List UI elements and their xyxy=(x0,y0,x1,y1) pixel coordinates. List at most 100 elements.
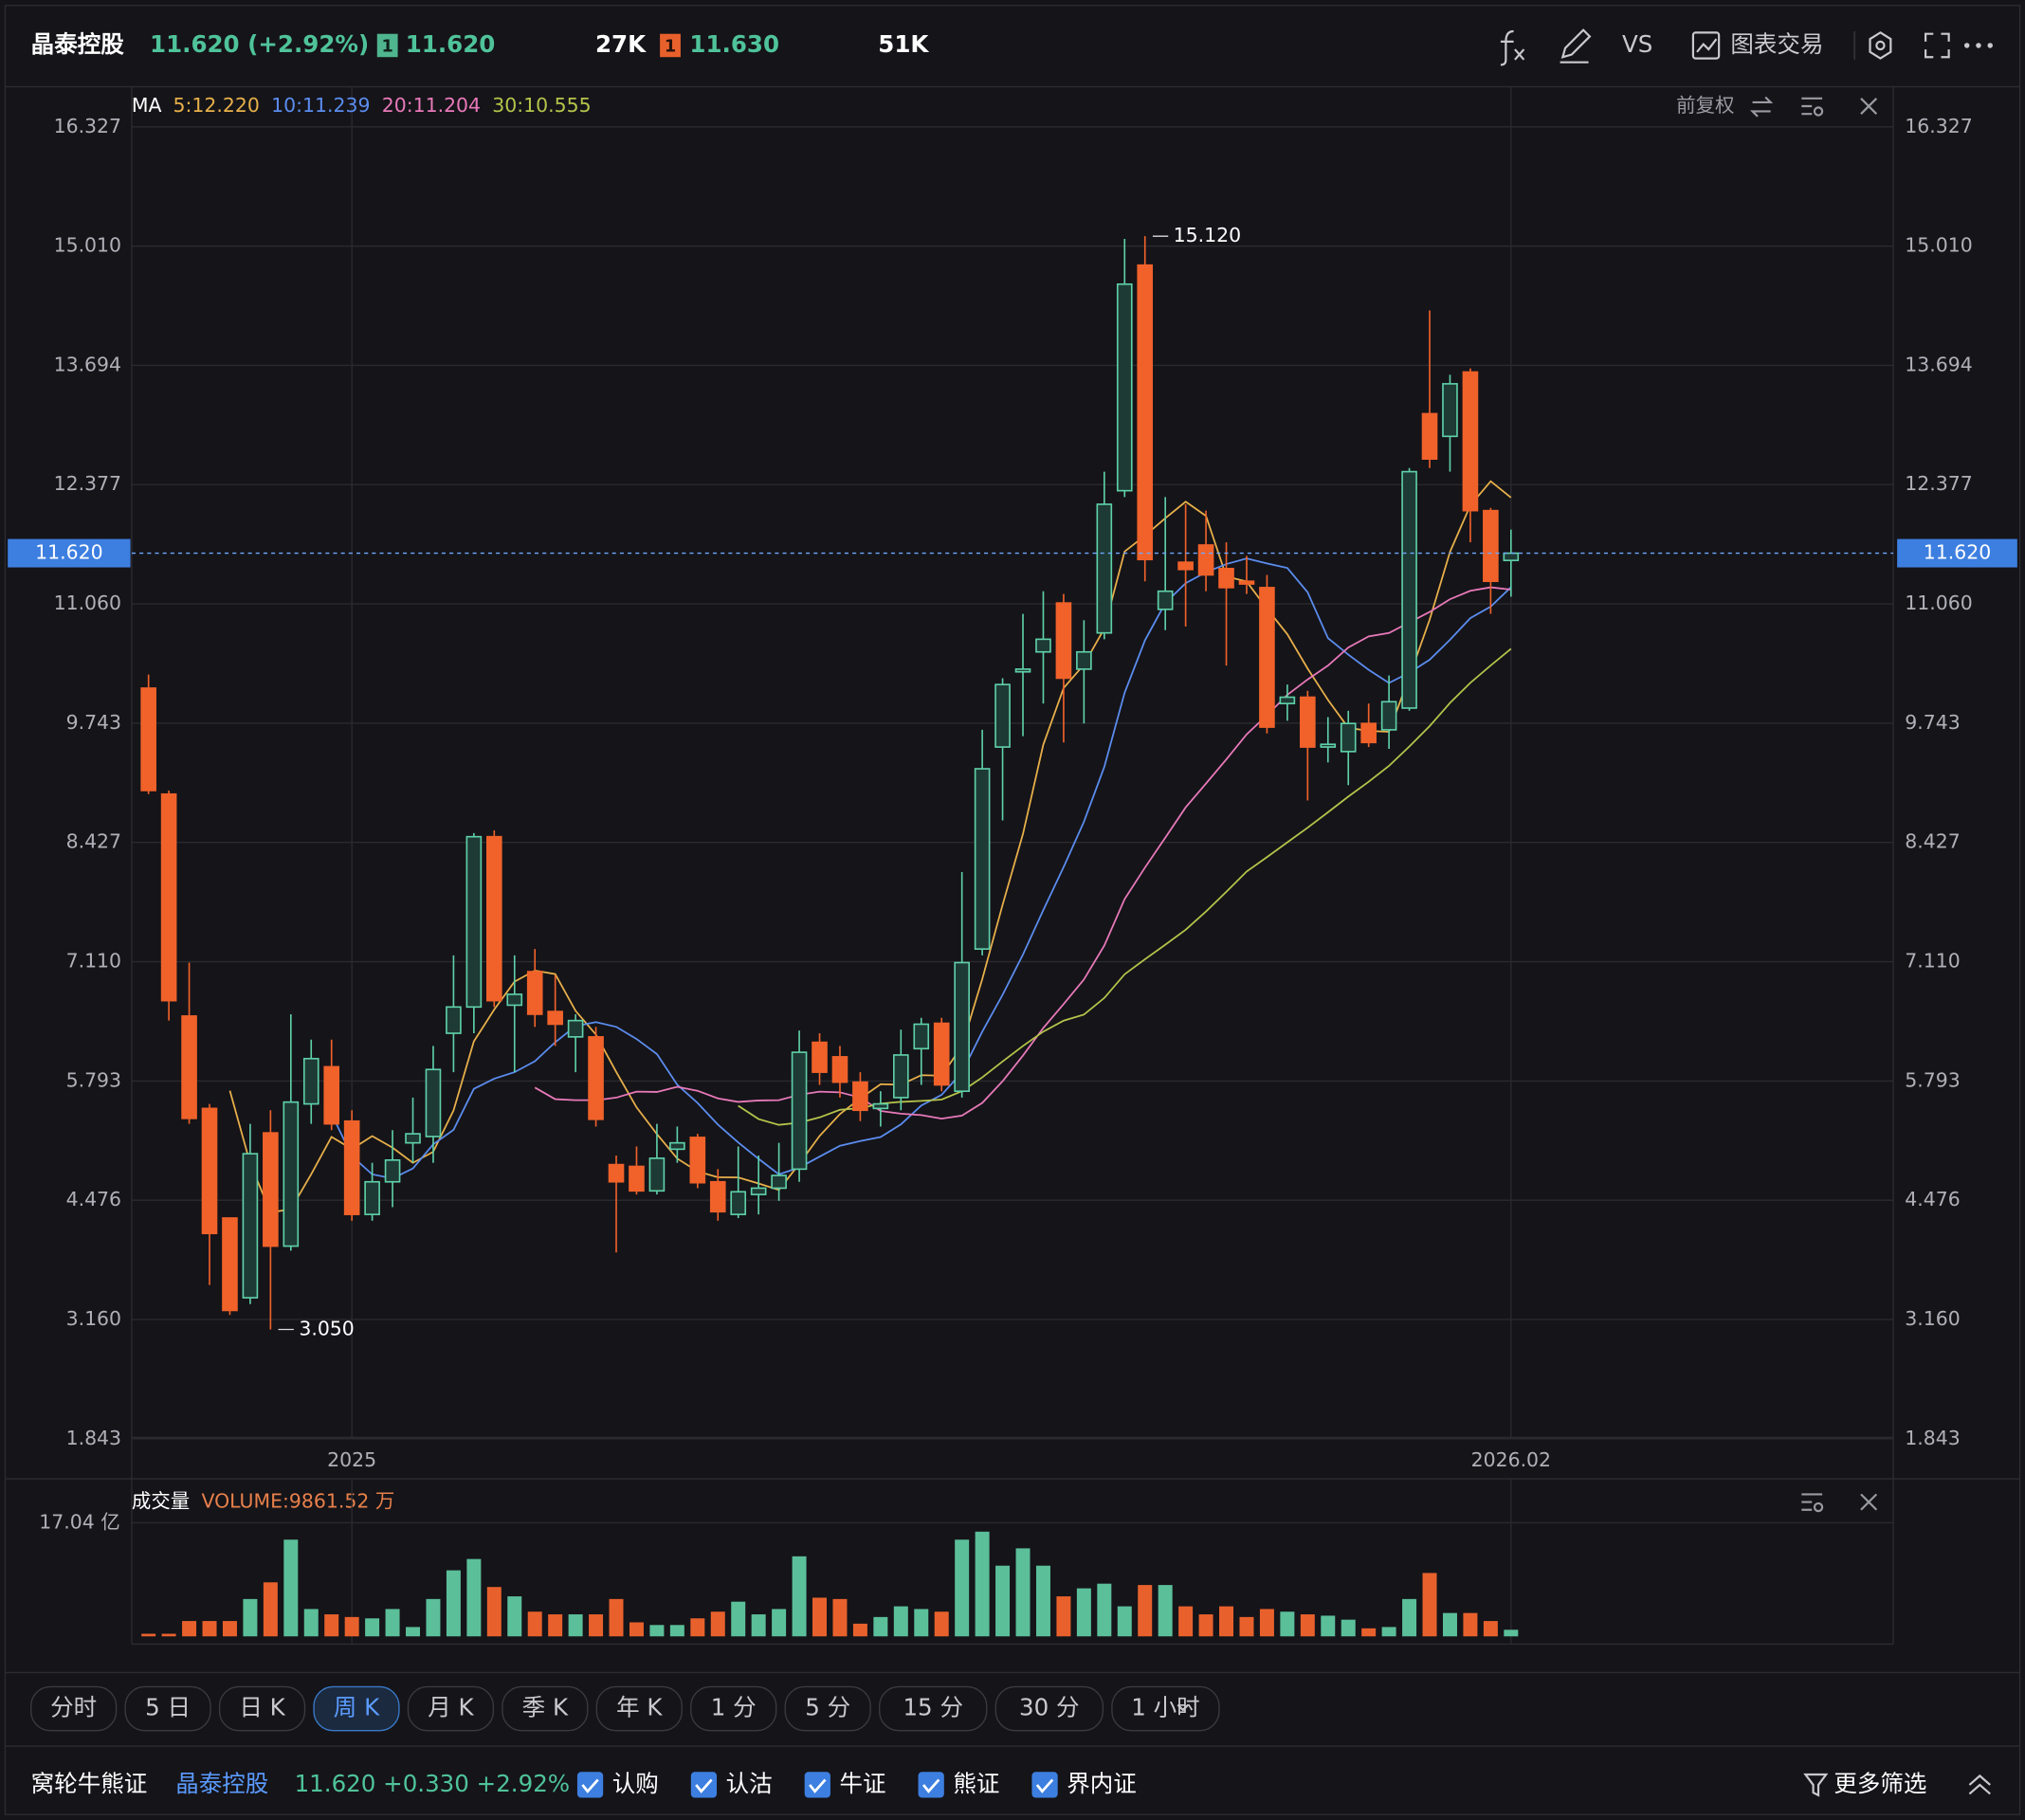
close-icon[interactable] xyxy=(1860,1493,1878,1511)
candle-body xyxy=(588,1036,604,1120)
y-tick-label: 3.160 xyxy=(66,1307,121,1330)
candle-body xyxy=(364,1180,380,1215)
ask-level: 1 xyxy=(665,37,676,56)
trade[interactable]: 图表交易 xyxy=(1730,30,1823,58)
collapse-icon[interactable] xyxy=(1968,1774,1991,1795)
candle-body xyxy=(302,1057,319,1105)
candle-body xyxy=(608,1163,625,1183)
timeframe-label[interactable]: 30 分 xyxy=(1019,1694,1080,1721)
timeframe-button[interactable] xyxy=(690,1685,777,1732)
candle-body xyxy=(812,1041,828,1073)
candle-body xyxy=(1421,412,1438,461)
timeframe-button[interactable] xyxy=(30,1685,118,1732)
checkbox[interactable] xyxy=(918,1772,944,1798)
volume-bar xyxy=(832,1598,848,1637)
more-icon[interactable] xyxy=(1963,43,1993,48)
timeframe-button[interactable] xyxy=(994,1685,1104,1732)
volume-bar xyxy=(385,1609,400,1637)
filter-icon[interactable] xyxy=(1803,1773,1829,1797)
y-tick-label: 13.694 xyxy=(54,353,121,375)
candle-body xyxy=(669,1141,685,1151)
checkbox[interactable] xyxy=(1031,1772,1058,1798)
timeframe-button[interactable] xyxy=(1111,1685,1220,1732)
filter-label[interactable]: 界内证 xyxy=(1067,1770,1137,1797)
checkbox[interactable] xyxy=(576,1772,604,1798)
candle-body xyxy=(384,1158,401,1183)
timeframe-button[interactable] xyxy=(313,1685,400,1732)
checkbox[interactable] xyxy=(690,1772,718,1798)
timeframe-button[interactable] xyxy=(218,1685,306,1732)
timeframe-label[interactable]: 分时 xyxy=(50,1694,97,1721)
filter-label[interactable]: 认购 xyxy=(612,1770,659,1797)
candle-body xyxy=(160,792,177,1002)
compare[interactable]: VS xyxy=(1622,30,1652,58)
ma-legend: 5:12.220 xyxy=(173,94,260,117)
panel-settings-icon[interactable] xyxy=(1801,97,1824,117)
volume-bar xyxy=(893,1606,908,1637)
timeframe-label[interactable]: 5 日 xyxy=(145,1694,191,1721)
y-tick-label-right: 13.694 xyxy=(1905,353,1972,375)
ma-legend: 30:10.555 xyxy=(492,94,591,117)
swap-icon[interactable] xyxy=(1749,96,1774,118)
settings-icon[interactable] xyxy=(1869,31,1892,60)
timeframe-label[interactable]: 月 K xyxy=(428,1694,474,1721)
bid-badge xyxy=(376,33,398,58)
y-tick-label-right: 7.110 xyxy=(1905,950,1960,973)
y-tick-label-right: 16.327 xyxy=(1905,115,1972,137)
expand-icon[interactable] xyxy=(1177,1703,1190,1712)
close-icon[interactable] xyxy=(1860,98,1878,115)
ask: 11.630 xyxy=(689,30,779,58)
timeframe-label[interactable]: 年 K xyxy=(616,1694,663,1721)
trade-icon[interactable] xyxy=(1691,31,1721,60)
indicator-name: MA xyxy=(132,94,162,117)
volume-bar xyxy=(609,1598,624,1637)
footer-name[interactable]: 晶泰控股 xyxy=(175,1770,268,1797)
y-tick-label-right: 12.377 xyxy=(1905,472,1972,495)
timeframe-button[interactable] xyxy=(124,1685,211,1732)
timeframe-label[interactable]: 日 K xyxy=(239,1694,285,1721)
panel-settings-icon[interactable] xyxy=(1801,1493,1824,1513)
y-tick-label-right: 9.743 xyxy=(1905,711,1960,734)
timeframe-button[interactable] xyxy=(502,1685,589,1732)
more-filters[interactable]: 更多筛选 xyxy=(1833,1770,1926,1797)
footer-title: 窝轮牛熊证 xyxy=(31,1770,148,1797)
volume-bar xyxy=(1239,1616,1254,1637)
filter-label[interactable]: 认沽 xyxy=(726,1770,773,1797)
checkbox[interactable] xyxy=(804,1772,830,1798)
candle-body xyxy=(1157,590,1174,610)
formula-icon[interactable] xyxy=(1500,29,1525,66)
fullscreen-icon[interactable] xyxy=(1925,32,1950,59)
timeframe-button[interactable] xyxy=(784,1685,871,1732)
timeframe-label[interactable]: 周 K xyxy=(334,1694,380,1721)
timeframe-label[interactable]: 5 分 xyxy=(805,1694,850,1721)
volume-bar xyxy=(1463,1612,1478,1637)
volume-bar xyxy=(406,1627,421,1637)
checkmark xyxy=(695,1778,713,1793)
volume-bar xyxy=(1422,1573,1437,1637)
timeframe-label[interactable]: 1 小时 xyxy=(1131,1694,1199,1721)
y-tick-label: 7.110 xyxy=(66,950,121,973)
adjust[interactable]: 前复权 xyxy=(1676,94,1734,117)
timeframe-button[interactable] xyxy=(879,1685,988,1732)
timeframe-label[interactable]: 季 K xyxy=(522,1694,569,1721)
timeframe-button[interactable] xyxy=(407,1685,495,1732)
volume-bar xyxy=(182,1621,197,1637)
volume-bar xyxy=(1158,1585,1173,1637)
volume-bar xyxy=(568,1614,583,1637)
candle-body xyxy=(709,1180,726,1213)
candle-body xyxy=(425,1068,442,1138)
volume-bar xyxy=(527,1611,542,1637)
filter-label[interactable]: 牛证 xyxy=(839,1770,885,1797)
filter-label[interactable]: 熊证 xyxy=(953,1770,999,1797)
timeframe-button[interactable] xyxy=(595,1685,683,1732)
candle-body xyxy=(1014,668,1031,673)
candle-body xyxy=(1380,701,1397,731)
timeframe-label[interactable]: 1 分 xyxy=(711,1694,757,1721)
checkmark xyxy=(809,1778,827,1793)
timeframe-label[interactable]: 15 分 xyxy=(903,1694,963,1721)
volume-bar xyxy=(1442,1612,1457,1637)
draw-icon[interactable] xyxy=(1560,28,1592,64)
volume-bar xyxy=(1138,1585,1153,1637)
volume-bar xyxy=(649,1625,665,1637)
